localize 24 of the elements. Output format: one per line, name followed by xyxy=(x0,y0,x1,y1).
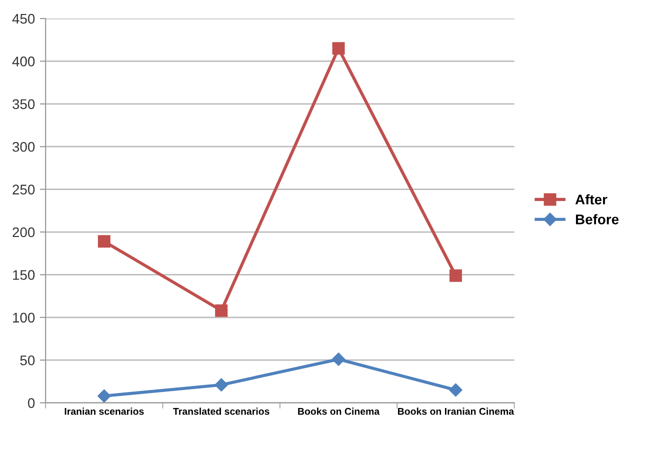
y-tick-label: 300 xyxy=(12,142,35,152)
legend-label: Before xyxy=(576,214,619,224)
x-tick-label: Books on Cinema xyxy=(298,408,380,415)
x-tick-label: Books on Iranian Cinema xyxy=(398,408,514,415)
point xyxy=(215,304,228,317)
point xyxy=(449,383,462,397)
y-tick-label: 150 xyxy=(13,270,35,280)
y-tick-label: 350 xyxy=(12,99,35,110)
point xyxy=(98,389,111,403)
y-tick-label: 100 xyxy=(13,312,35,323)
y-tick-label: 0 xyxy=(28,398,35,408)
point xyxy=(98,235,110,248)
y-tick-label: 50 xyxy=(20,355,35,366)
y-tick-label: 250 xyxy=(12,184,35,194)
point xyxy=(214,378,228,392)
y-tick-label: 400 xyxy=(12,56,35,66)
legend-label: After xyxy=(575,194,608,204)
x-tick-label: Translated scenarios xyxy=(173,408,270,415)
y-tick-label: 450 xyxy=(12,14,35,24)
point xyxy=(449,269,462,282)
point xyxy=(332,42,345,55)
point xyxy=(332,352,346,366)
x-tick-label: Iranian scenarios xyxy=(64,408,144,415)
y-tick-label: 200 xyxy=(12,227,35,238)
